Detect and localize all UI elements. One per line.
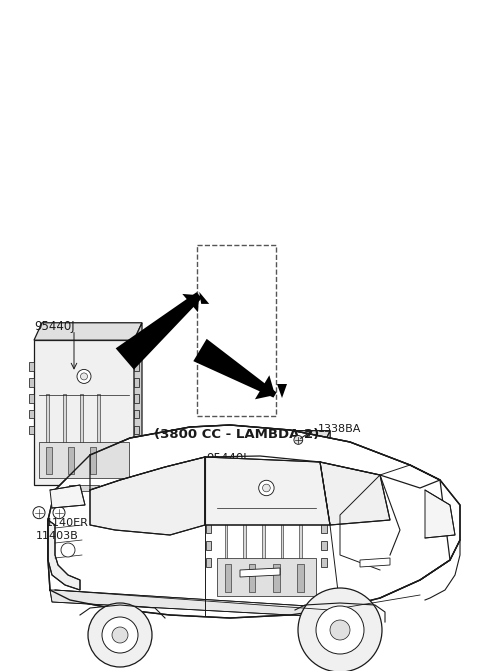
Polygon shape [48,520,80,590]
Bar [322,523,327,533]
Polygon shape [50,590,345,618]
Text: (3800 CC - LAMBDA 2): (3800 CC - LAMBDA 2) [154,427,319,441]
Polygon shape [48,425,460,618]
Circle shape [316,606,364,654]
Bar [297,564,304,592]
Text: 95440J: 95440J [34,319,74,333]
Bar [46,394,48,474]
Bar [197,245,276,416]
Bar [29,394,34,403]
Bar [39,442,129,478]
Polygon shape [182,294,199,312]
Polygon shape [360,558,390,567]
Polygon shape [211,431,330,450]
Bar [206,523,211,533]
Bar [29,362,34,370]
Circle shape [61,543,75,557]
Polygon shape [322,431,330,604]
Bar [322,541,327,550]
Bar [250,604,283,611]
Bar [262,507,265,592]
Bar [69,485,99,491]
Circle shape [330,620,350,640]
Circle shape [112,627,128,643]
Bar [80,394,83,474]
Bar [249,564,255,592]
Polygon shape [199,292,209,304]
Circle shape [102,617,138,653]
Bar [68,448,74,474]
Bar [300,507,302,592]
Text: 11403B: 11403B [36,531,79,541]
Bar [225,507,228,592]
Circle shape [263,484,270,492]
Bar [90,448,96,474]
Bar [206,507,211,516]
Polygon shape [320,462,390,525]
Circle shape [294,435,303,444]
Polygon shape [54,493,174,508]
Text: 1338BA: 1338BA [317,424,361,433]
Circle shape [53,507,65,519]
Bar [46,448,52,474]
Polygon shape [277,384,287,398]
Bar [322,472,327,482]
Polygon shape [240,568,280,577]
Bar [206,541,211,550]
Bar [97,394,99,474]
Bar [273,564,279,592]
Bar [281,507,284,592]
Bar [217,558,316,597]
Polygon shape [116,292,202,370]
Bar [29,378,34,386]
Circle shape [298,588,382,671]
Polygon shape [255,375,275,399]
Circle shape [33,507,45,519]
Polygon shape [34,323,142,340]
Circle shape [81,373,87,380]
Bar [206,558,211,567]
Text: 95440J: 95440J [206,452,247,464]
Polygon shape [134,323,142,485]
FancyBboxPatch shape [34,340,134,485]
Bar [134,425,139,434]
Circle shape [259,480,274,496]
Bar [134,362,139,370]
Polygon shape [90,457,205,535]
Bar [29,410,34,419]
Bar [63,394,65,474]
Bar [322,490,327,499]
Text: 1140ER: 1140ER [46,517,89,527]
Bar [243,507,246,592]
Bar [322,507,327,516]
Bar [134,410,139,419]
Polygon shape [425,490,455,538]
Bar [206,472,211,482]
Bar [134,394,139,403]
Polygon shape [193,339,276,398]
Bar [134,378,139,386]
FancyBboxPatch shape [211,450,322,604]
Bar [322,558,327,567]
Bar [29,425,34,434]
Bar [225,564,231,592]
Circle shape [77,370,91,383]
Bar [206,490,211,499]
Circle shape [88,603,152,667]
Polygon shape [205,457,330,525]
Polygon shape [50,485,85,508]
